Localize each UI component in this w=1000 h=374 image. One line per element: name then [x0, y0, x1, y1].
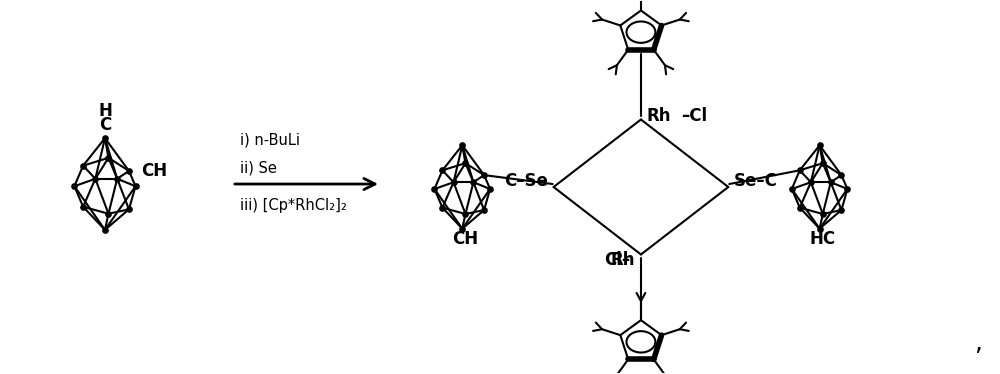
Text: Se–C: Se–C — [734, 172, 778, 190]
Text: HC: HC — [810, 230, 836, 248]
Text: Rh: Rh — [610, 251, 635, 269]
Text: ,: , — [974, 331, 982, 355]
Text: Rh: Rh — [647, 107, 671, 125]
Text: C–Se: C–Se — [504, 172, 548, 190]
Text: –Cl: –Cl — [681, 107, 707, 125]
Text: H: H — [98, 102, 112, 120]
Text: i) n-BuLi: i) n-BuLi — [240, 133, 300, 148]
Text: Cl–: Cl– — [604, 251, 630, 269]
Text: CH: CH — [452, 230, 479, 248]
Text: C: C — [99, 116, 111, 134]
Text: CH: CH — [141, 162, 167, 180]
Text: ii) Se: ii) Se — [240, 161, 277, 176]
Text: iii) [Cp*RhCl₂]₂: iii) [Cp*RhCl₂]₂ — [240, 198, 347, 213]
